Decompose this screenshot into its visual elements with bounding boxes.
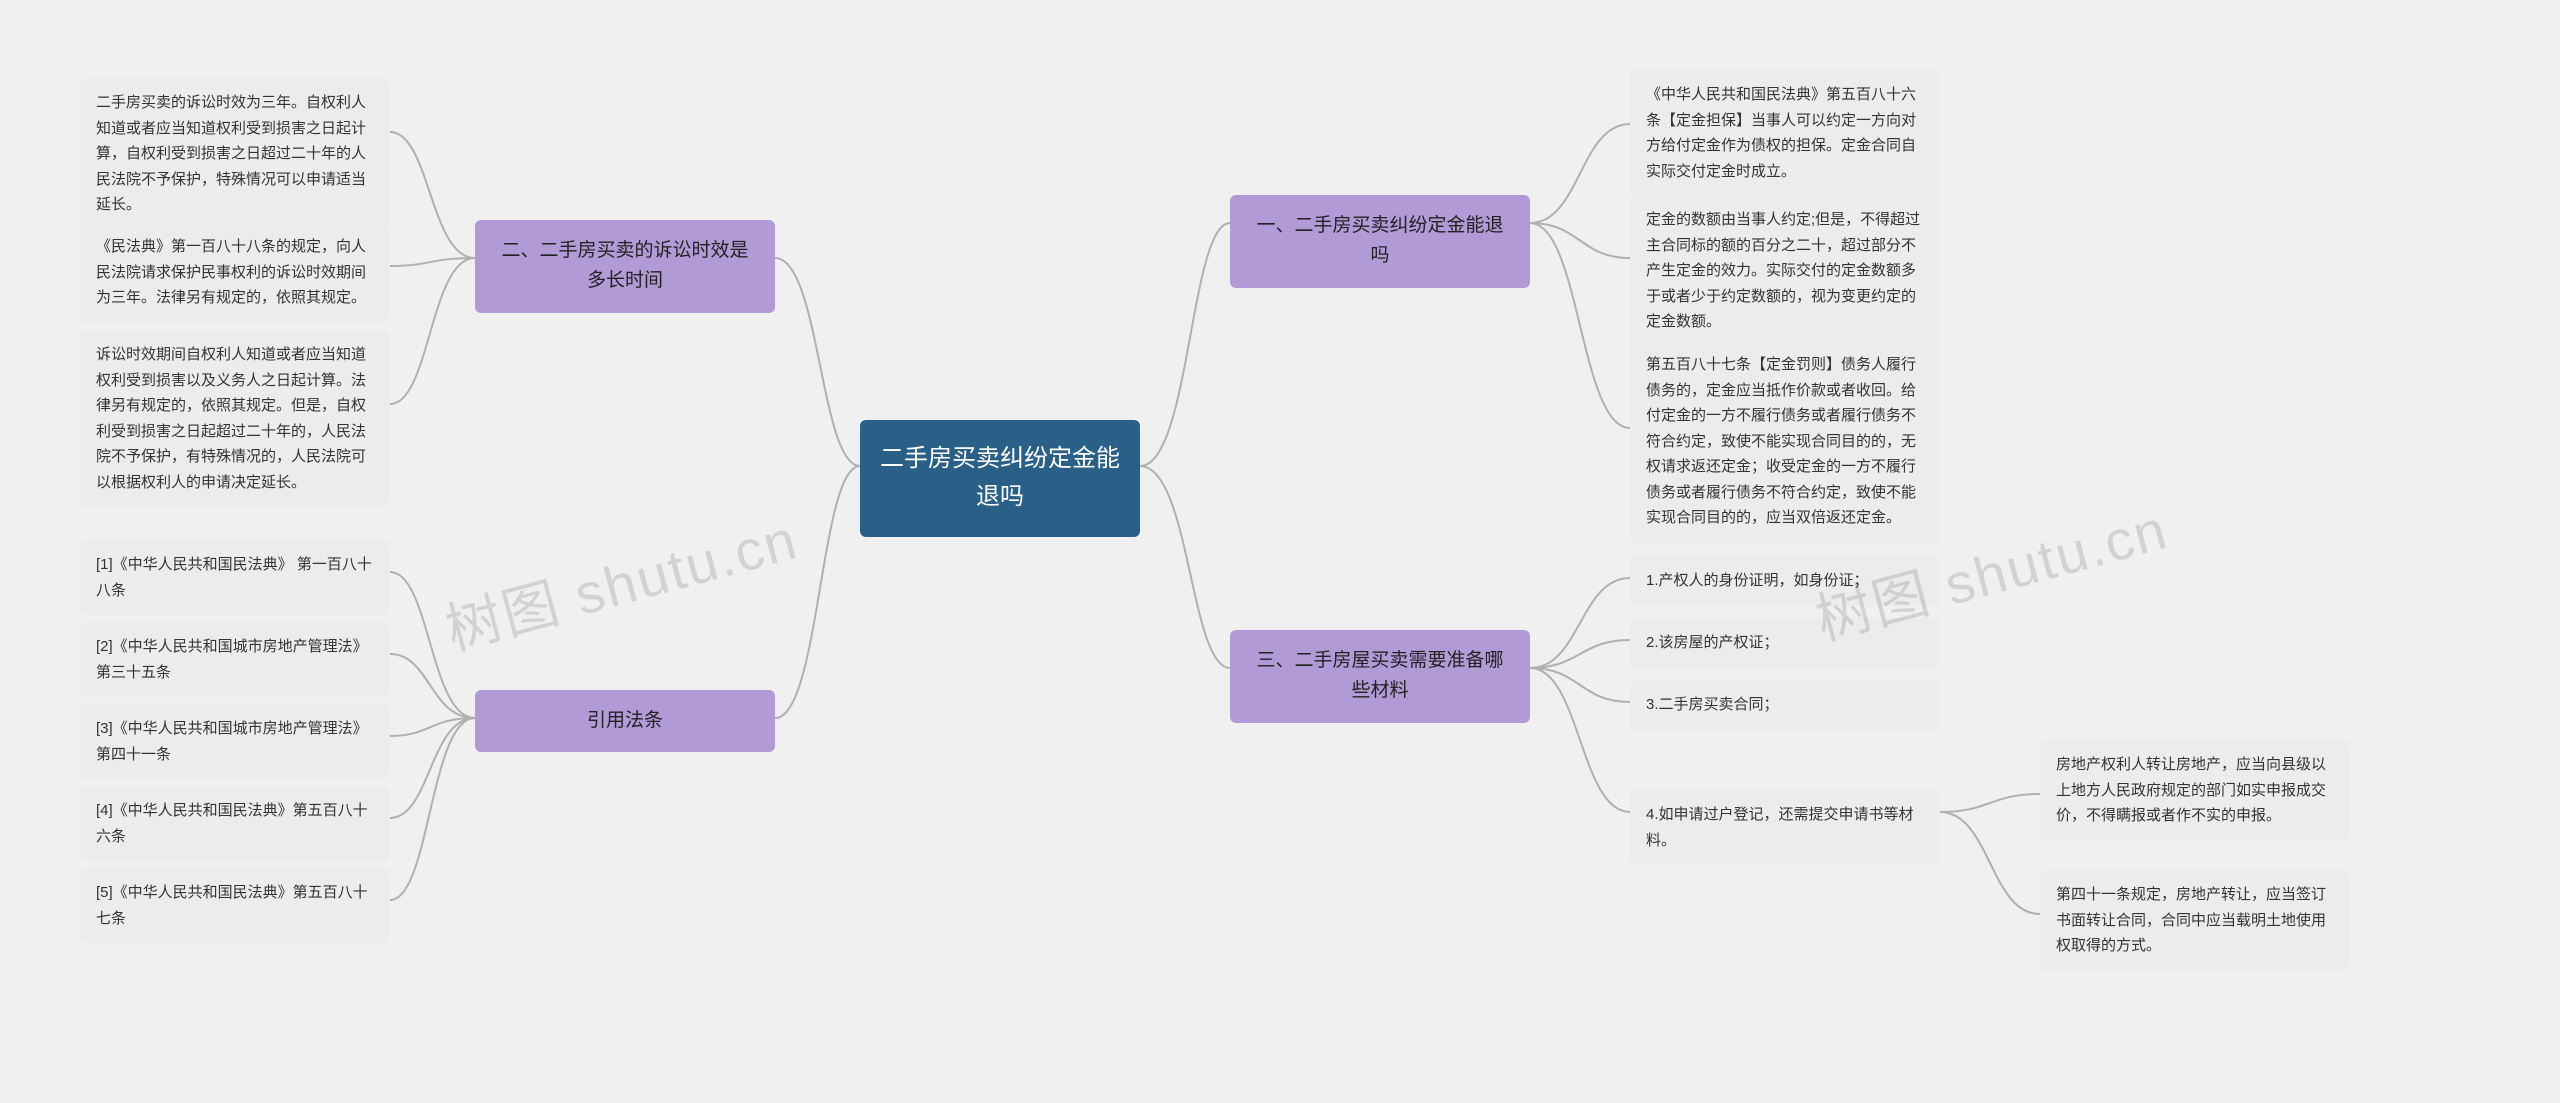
leaf-r2-3[interactable]: 4.如申请过户登记，还需提交申请书等材料。	[1630, 790, 1940, 865]
leaf-l2-4[interactable]: [5]《中华人民共和国民法典》第五百八十七条	[80, 868, 390, 943]
leaf-r2-2[interactable]: 3.二手房买卖合同；	[1630, 680, 1940, 730]
branch-left-1[interactable]: 二、二手房买卖的诉讼时效是多长时间	[475, 220, 775, 313]
leaf-r1-0[interactable]: 《中华人民共和国民法典》第五百八十六条【定金担保】当事人可以约定一方向对方给付定…	[1630, 70, 1940, 196]
leaf-l2-2[interactable]: [3]《中华人民共和国城市房地产管理法》 第四十一条	[80, 704, 390, 779]
leaf-l2-1[interactable]: [2]《中华人民共和国城市房地产管理法》 第三十五条	[80, 622, 390, 697]
leaf-r2-3-sub1[interactable]: 第四十一条规定，房地产转让，应当签订书面转让合同，合同中应当载明土地使用权取得的…	[2040, 870, 2350, 971]
branch-right-1[interactable]: 一、二手房买卖纠纷定金能退吗	[1230, 195, 1530, 288]
leaf-r2-0[interactable]: 1.产权人的身份证明，如身份证；	[1630, 556, 1940, 606]
center-topic[interactable]: 二手房买卖纠纷定金能退吗	[860, 420, 1140, 537]
leaf-l1-2[interactable]: 诉讼时效期间自权利人知道或者应当知道权利受到损害以及义务人之日起计算。法律另有规…	[80, 330, 390, 507]
leaf-l1-1[interactable]: 《民法典》第一百八十八条的规定，向人民法院请求保护民事权利的诉讼时效期间为三年。…	[80, 222, 390, 323]
leaf-l1-0[interactable]: 二手房买卖的诉讼时效为三年。自权利人知道或者应当知道权利受到损害之日起计算，自权…	[80, 78, 390, 230]
leaf-r2-1[interactable]: 2.该房屋的产权证；	[1630, 618, 1940, 668]
watermark-1: 树图 shutu.cn	[436, 495, 806, 667]
leaf-r1-1[interactable]: 定金的数额由当事人约定;但是，不得超过主合同标的额的百分之二十，超过部分不产生定…	[1630, 195, 1940, 347]
leaf-l2-3[interactable]: [4]《中华人民共和国民法典》第五百八十六条	[80, 786, 390, 861]
leaf-r1-2[interactable]: 第五百八十七条【定金罚则】债务人履行债务的，定金应当抵作价款或者收回。给付定金的…	[1630, 340, 1940, 543]
leaf-r2-3-sub0[interactable]: 房地产权利人转让房地产，应当向县级以上地方人民政府规定的部门如实申报成交价，不得…	[2040, 740, 2350, 841]
branch-right-2[interactable]: 三、二手房屋买卖需要准备哪些材料	[1230, 630, 1530, 723]
leaf-l2-0[interactable]: [1]《中华人民共和国民法典》 第一百八十八条	[80, 540, 390, 615]
branch-left-2[interactable]: 引用法条	[475, 690, 775, 752]
